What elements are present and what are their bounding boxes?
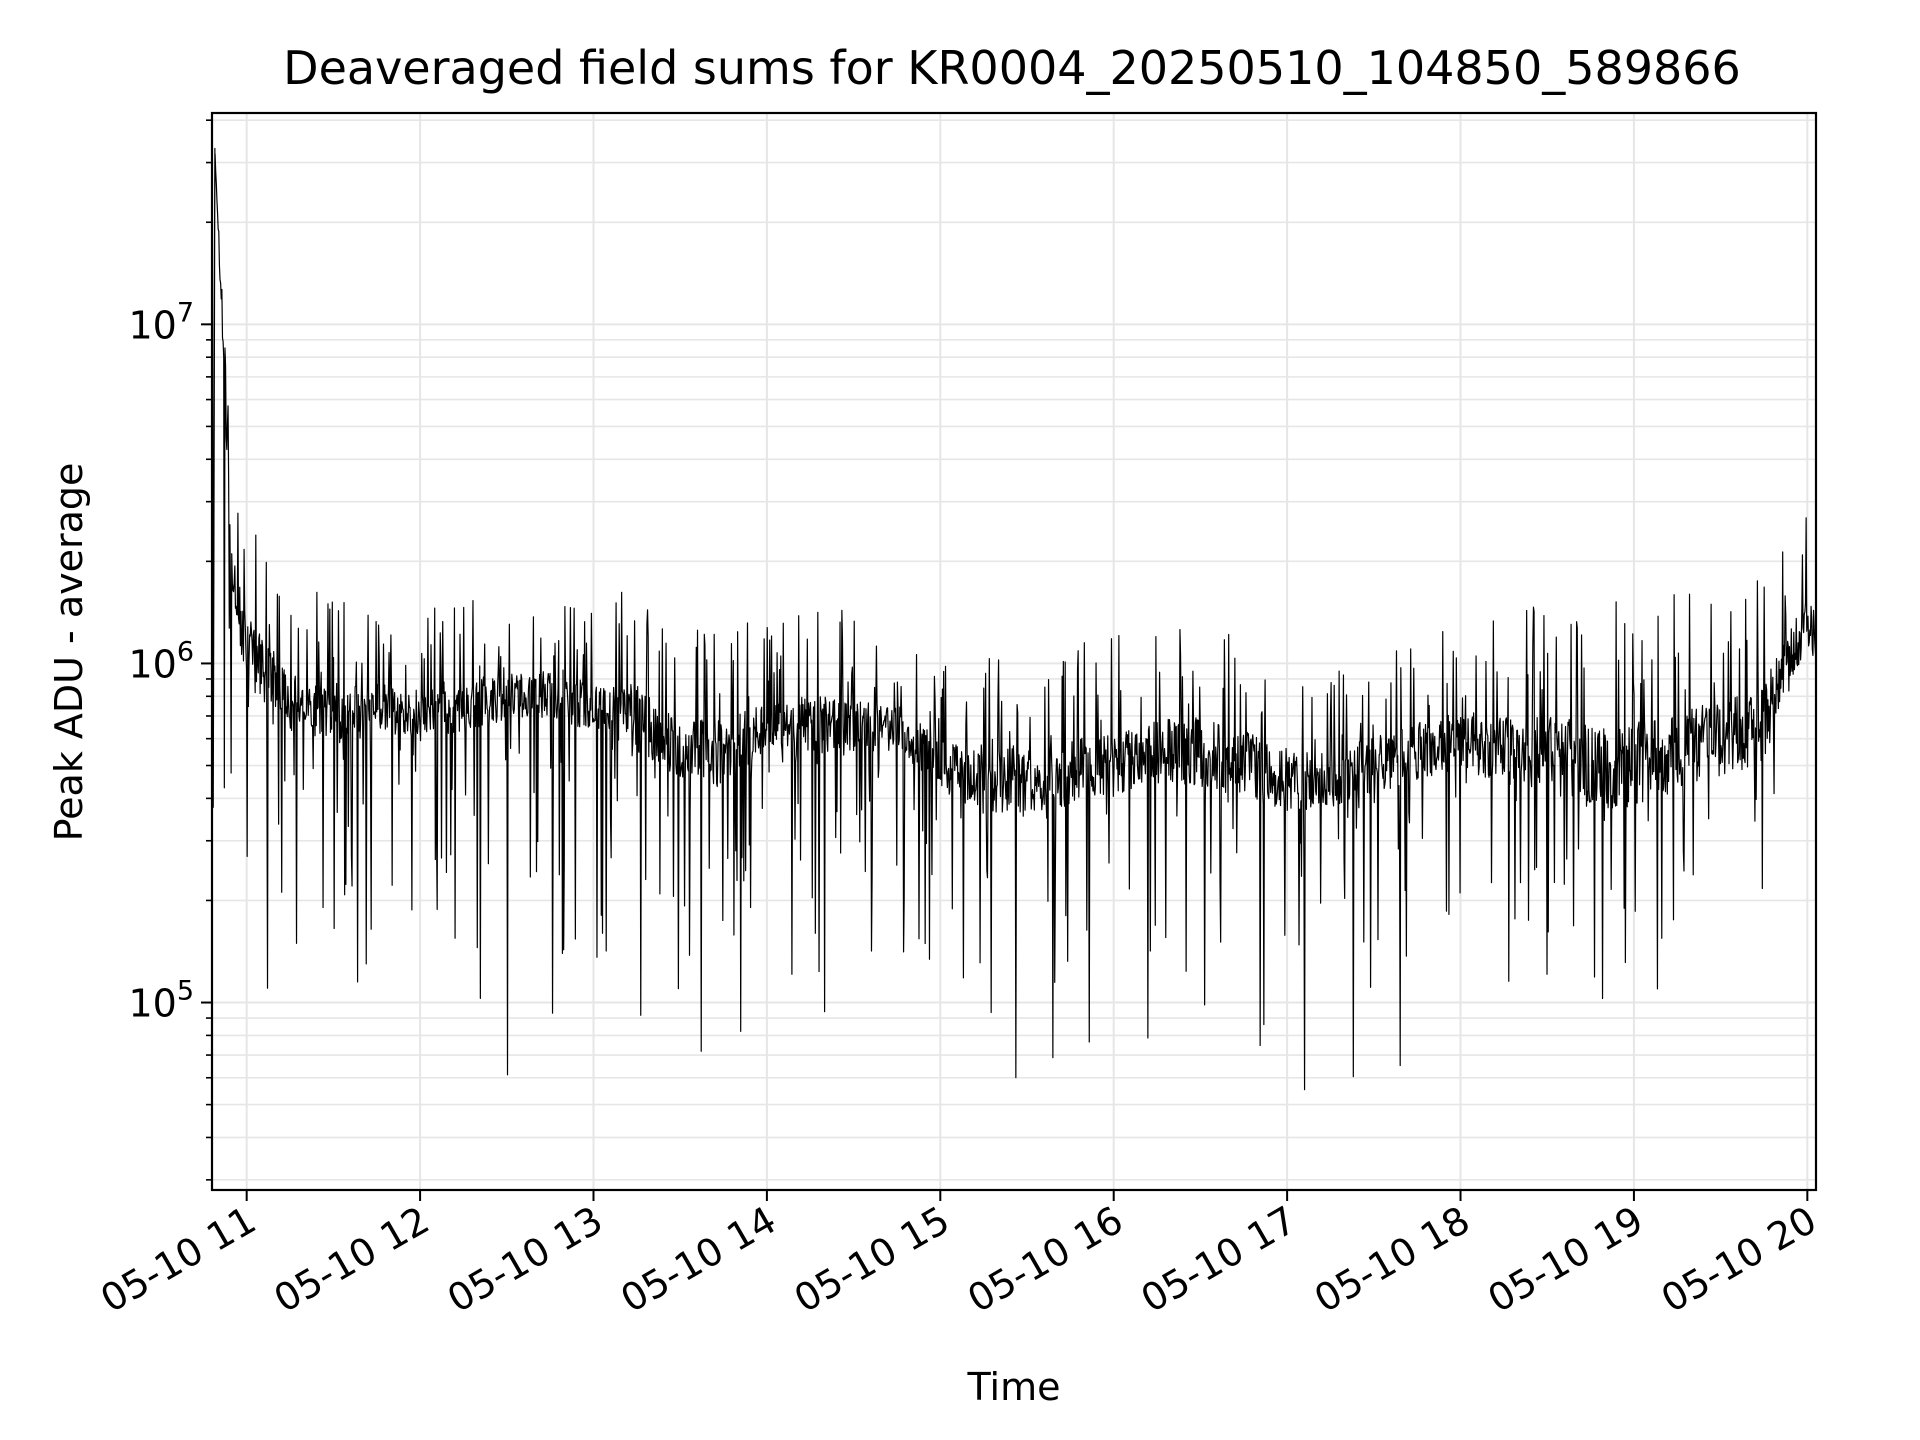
x-tick-label: 05-10 11	[93, 1198, 263, 1322]
data-series	[211, 147, 1817, 1091]
x-tick-label: 05-10 16	[960, 1198, 1130, 1322]
y-tick-label: 105	[128, 976, 194, 1026]
plot-area-frame	[210, 111, 1818, 1192]
x-tick-label: 05-10 20	[1654, 1198, 1824, 1322]
chart-title: Deaveraged field sums for KR0004_2025051…	[283, 41, 1741, 95]
x-tick-label: 05-10 15	[787, 1198, 957, 1322]
x-axis-label: Time	[967, 1365, 1061, 1409]
x-tick-label: 05-10 19	[1480, 1198, 1650, 1322]
y-tick-label: 106	[128, 636, 194, 686]
y-axis-label: Peak ADU - average	[47, 463, 91, 842]
x-axis: 05-10 11 05-10 12 05-10 13 05-10 14 05-10 15…	[93, 1190, 1824, 1321]
x-tick-label: 05-10 18	[1307, 1198, 1477, 1322]
y-axis: 105 106 107	[128, 119, 212, 1181]
grid	[212, 113, 1816, 1190]
x-tick-label: 05-10 12	[267, 1198, 437, 1322]
series-line	[211, 147, 1817, 1091]
y-tick-label: 107	[128, 297, 194, 347]
x-tick-label: 05-10 13	[440, 1198, 610, 1322]
x-tick-label: 05-10 14	[613, 1198, 783, 1322]
x-tick-label: 05-10 17	[1134, 1198, 1304, 1322]
